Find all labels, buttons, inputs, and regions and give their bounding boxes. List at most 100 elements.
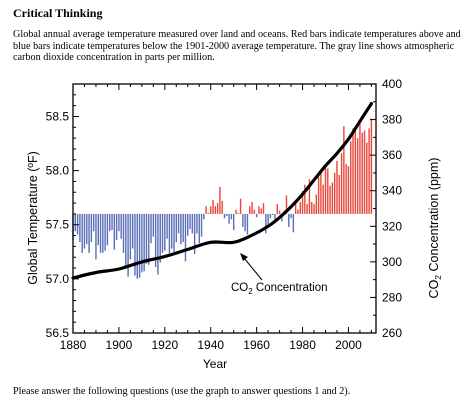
temperature-bar-1966	[269, 213, 272, 219]
temperature-bar-1935	[198, 213, 200, 244]
annotation-label: CO2 Concentration	[231, 282, 328, 296]
y-tick-label-4: 58.5	[46, 109, 70, 123]
temperature-bar-1893	[102, 213, 104, 253]
temperature-bar-1890	[95, 213, 97, 260]
temperature-bar-1886	[86, 213, 88, 245]
temperature-bar-1944	[219, 186, 221, 214]
temperature-bar-1895	[106, 213, 109, 246]
x-tick-label-2000: 2000	[335, 338, 362, 352]
y2-axis-label: CO2 Concentration (ppm)	[427, 158, 443, 299]
x-tick-label-1960: 1960	[243, 338, 270, 352]
temperature-bar-1938	[205, 206, 207, 214]
temperature-bar-1927	[180, 213, 182, 245]
temperature-bar-1974	[288, 213, 290, 227]
temperature-bar-1921	[166, 213, 168, 239]
x-tick-label-1940: 1940	[197, 338, 224, 352]
temperature-bar-2008	[366, 142, 368, 214]
y2-tick-label-400: 400	[382, 77, 402, 91]
temperature-bar-1947	[226, 213, 228, 217]
temperature-bar-1962	[260, 208, 262, 214]
temperature-bar-1949	[230, 213, 233, 220]
temperature-bar-1936	[200, 213, 203, 237]
temperature-bar-1896	[109, 213, 111, 232]
temperature-bar-1968	[274, 213, 276, 220]
temperature-bar-1887	[88, 213, 90, 253]
temperature-bar-1922	[168, 213, 171, 253]
temperature-bar-1973	[285, 195, 288, 214]
temperature-bar-1918	[159, 213, 161, 263]
temperature-bar-1916	[154, 213, 157, 267]
temperature-bar-1971	[281, 213, 283, 222]
annotation-rest: Concentration	[253, 282, 328, 294]
temperature-bar-2002	[352, 128, 354, 214]
temperature-bar-1923	[170, 213, 173, 249]
annotation-arrow-line	[243, 257, 263, 281]
temperature-bar-1940	[210, 206, 212, 214]
temperature-bar-1883	[79, 213, 81, 243]
x-tick-label-1880: 1880	[60, 338, 87, 352]
temperature-bar-1897	[111, 213, 113, 231]
temperature-bar-1977	[294, 200, 297, 214]
co2-annotation: CO2 Concentration	[231, 253, 328, 296]
intro-paragraph: Global annual average temperature measur…	[13, 29, 461, 64]
temperature-bar-2001	[350, 141, 352, 214]
temperature-bar-1976	[292, 213, 295, 233]
heading: Critical Thinking	[13, 6, 103, 20]
temperature-bar-1948	[228, 213, 230, 224]
temperature-bar-1907	[134, 213, 136, 276]
temperature-bar-1993	[331, 182, 334, 214]
temperature-bar-1912	[145, 213, 148, 264]
temperature-bar-1909	[138, 213, 141, 278]
temperature-bar-1934	[196, 213, 198, 234]
footer-instructions: Please answer the following questions (u…	[13, 386, 351, 397]
temperature-bar-1961	[258, 206, 260, 214]
temperature-bar-1889	[92, 213, 95, 232]
y2-axis-label-sub: 2	[433, 275, 443, 280]
temperature-bar-1955	[244, 213, 246, 232]
temperature-bar-1986	[315, 194, 318, 214]
y-tick-label-1: 57.0	[46, 272, 70, 286]
temperature-bar-1903	[125, 213, 127, 266]
temperature-bar-1941	[212, 199, 214, 214]
temperature-bar-1959	[253, 209, 256, 214]
temperature-bar-1997	[340, 153, 343, 214]
temperature-bar-1950	[232, 213, 235, 231]
temperature-bar-1925	[175, 213, 177, 243]
y2-tick-label-280: 280	[382, 290, 402, 304]
temperature-bar-1906	[131, 213, 134, 249]
temperature-bar-2006	[361, 132, 363, 214]
temperature-bar-2003	[354, 129, 357, 214]
temperature-bar-1913	[148, 213, 150, 265]
temperature-bar-1998	[343, 126, 345, 214]
temperature-bar-1920	[164, 213, 166, 251]
temperature-bar-1904	[127, 213, 129, 277]
annotation-arrowhead	[240, 253, 248, 261]
temperature-bar-1987	[317, 177, 320, 214]
temperature-bar-1983	[308, 179, 311, 214]
co2-concentration-line	[71, 102, 373, 280]
temperature-bar-1980	[301, 191, 304, 214]
temperature-bar-1911	[143, 213, 145, 272]
temperature-bar-1982	[306, 204, 308, 214]
temperature-bar-1882	[76, 213, 79, 235]
temperature-bar-2007	[363, 130, 366, 214]
temperature-co2-chart: 1880 1900 1920 1940 1960 1980 2000 56.5 57.0 57.5…	[26, 77, 443, 371]
temperature-bar-1905	[129, 213, 132, 260]
y2-axis-label-co: CO	[427, 279, 441, 298]
temperature-bar-1910	[141, 213, 143, 273]
temperature-bar-2009	[368, 128, 370, 214]
temperature-bar-1994	[333, 172, 336, 214]
x-tick-label-1900: 1900	[106, 338, 133, 352]
temperature-bar-1915	[152, 213, 155, 237]
y2-tick-label-260: 260	[382, 326, 402, 340]
temperature-bar-2010	[370, 118, 373, 214]
temperature-bar-1888	[90, 213, 93, 243]
y-axis-label: Global Temperature (ºF)	[26, 151, 40, 285]
temperature-bar-1933	[193, 213, 196, 254]
y2-tick-label-380: 380	[382, 113, 402, 127]
x-tick-label-1920: 1920	[151, 338, 178, 352]
annotation-co: CO	[231, 282, 248, 294]
temperature-bar-1928	[182, 213, 184, 243]
y2-tick-label-300: 300	[382, 255, 402, 269]
bar-layer	[72, 118, 373, 279]
